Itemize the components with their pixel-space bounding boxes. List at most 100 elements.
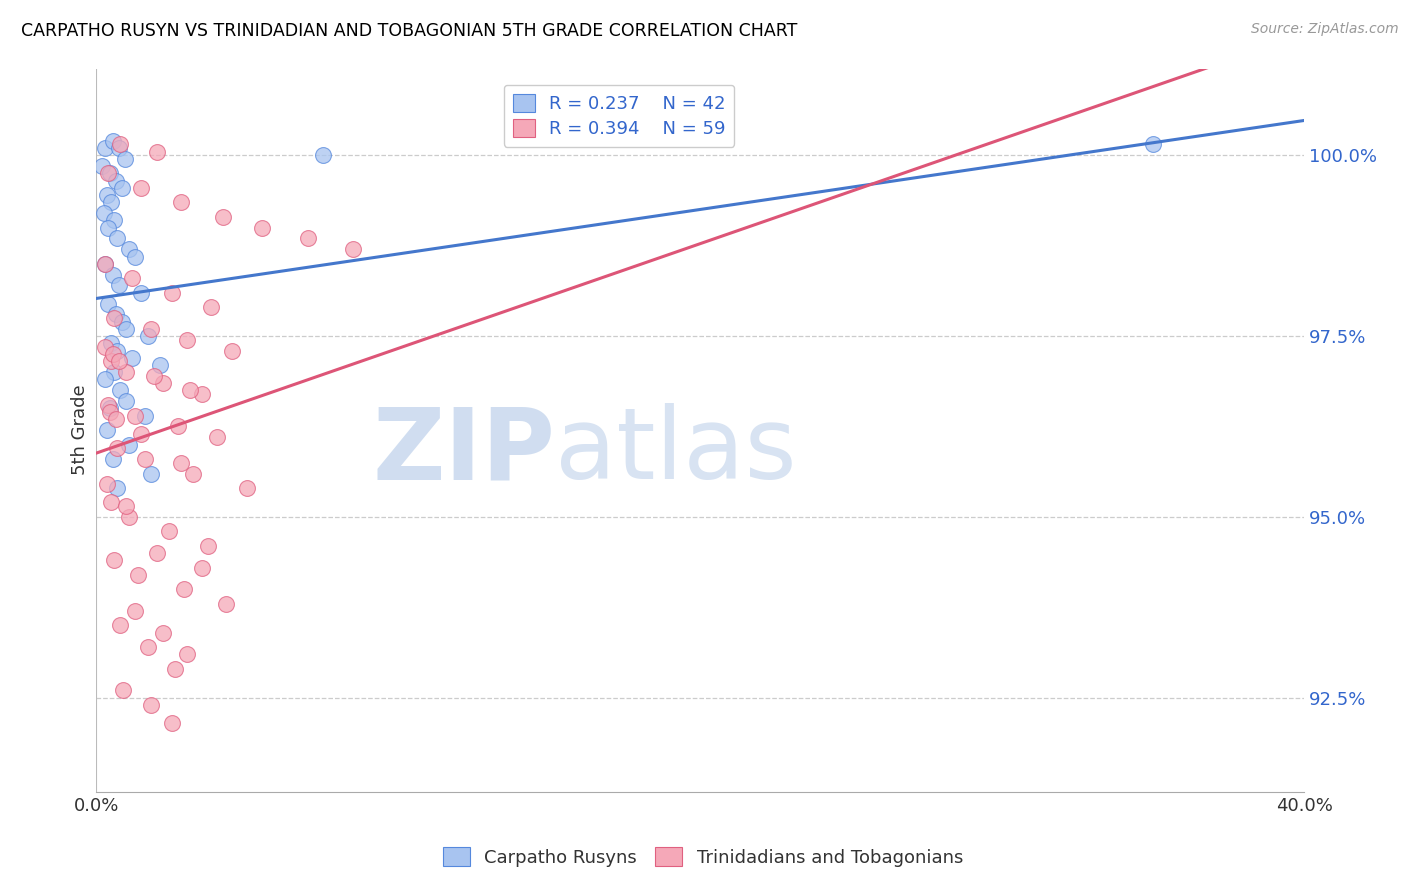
Point (134, 452, 156, 467)
Point (110, 384, 132, 398)
Point (101, 347, 124, 361)
Point (96, 188, 118, 202)
Point (160, 285, 183, 300)
Point (176, 333, 198, 347)
Point (100, 195, 122, 210)
Point (152, 625, 174, 640)
Point (181, 467, 204, 481)
Point (149, 358, 172, 372)
Point (103, 365, 125, 379)
Point (145, 546, 167, 560)
Point (100, 495, 122, 509)
Point (200, 300, 222, 314)
Point (179, 384, 201, 398)
Point (97, 166, 120, 180)
Point (108, 141, 131, 155)
Text: atlas: atlas (555, 403, 797, 500)
Point (103, 311, 125, 326)
Point (115, 499, 138, 513)
Point (98, 405, 121, 419)
Text: Source: ZipAtlas.com: Source: ZipAtlas.com (1251, 22, 1399, 37)
Point (114, 152, 136, 166)
Point (152, 376, 174, 390)
Point (118, 243, 141, 257)
Point (103, 553, 125, 567)
Point (205, 430, 228, 444)
Point (115, 322, 138, 336)
Point (342, 243, 364, 257)
Point (101, 268, 124, 282)
Point (136, 640, 159, 654)
Point (94, 372, 117, 386)
Point (176, 648, 198, 662)
Point (131, 426, 153, 441)
Point (191, 387, 214, 401)
Point (97, 296, 120, 310)
Point (139, 322, 162, 336)
Point (124, 250, 146, 264)
Point (136, 329, 159, 343)
Point (91, 159, 114, 173)
Point (111, 315, 134, 329)
Point (131, 181, 153, 195)
Point (94, 141, 117, 155)
Point (94, 340, 117, 354)
Point (197, 539, 219, 553)
Text: CARPATHO RUSYN VS TRINIDADIAN AND TOBAGONIAN 5TH GRADE CORRELATION CHART: CARPATHO RUSYN VS TRINIDADIAN AND TOBAGO… (21, 22, 797, 40)
Point (96, 423, 118, 437)
Point (145, 145, 167, 159)
Point (142, 368, 165, 383)
Legend: Carpatho Rusyns, Trinidadians and Tobagonians: Carpatho Rusyns, Trinidadians and Tobago… (436, 840, 970, 874)
Point (101, 134, 124, 148)
Legend: R = 0.237    N = 42, R = 0.394    N = 59: R = 0.237 N = 42, R = 0.394 N = 59 (503, 85, 734, 147)
Point (110, 137, 132, 152)
Point (105, 343, 128, 358)
Point (98, 166, 121, 180)
Point (101, 452, 124, 467)
Point (157, 524, 180, 539)
Point (110, 618, 132, 632)
Point (97, 220, 120, 235)
Point (105, 231, 128, 245)
Point (100, 354, 122, 368)
Point (97, 398, 120, 412)
Point (105, 441, 128, 455)
Point (105, 481, 128, 495)
Point (170, 456, 193, 470)
Point (124, 604, 146, 618)
Point (160, 716, 183, 731)
Point (252, 220, 274, 235)
Point (297, 231, 319, 245)
Point (212, 210, 235, 224)
Point (103, 213, 125, 227)
Point (118, 437, 141, 451)
Point (118, 509, 141, 524)
Point (1142, 137, 1164, 152)
Point (112, 683, 135, 698)
Point (127, 567, 149, 582)
Point (93, 206, 115, 220)
Point (236, 481, 259, 495)
Point (94, 257, 117, 271)
Point (191, 560, 214, 574)
Point (124, 409, 146, 423)
Point (98, 401, 121, 416)
Point (139, 698, 162, 712)
Point (166, 419, 188, 434)
Text: ZIP: ZIP (373, 403, 555, 500)
Point (96, 477, 118, 491)
Point (100, 336, 122, 351)
Point (139, 467, 162, 481)
Point (311, 148, 333, 162)
Point (173, 582, 195, 597)
Point (115, 394, 138, 409)
Point (104, 307, 127, 321)
Point (108, 278, 131, 293)
Y-axis label: 5th Grade: 5th Grade (72, 384, 89, 475)
Point (121, 271, 143, 285)
Point (104, 173, 127, 187)
Point (108, 354, 131, 368)
Point (104, 412, 127, 426)
Point (170, 195, 193, 210)
Point (215, 597, 238, 611)
